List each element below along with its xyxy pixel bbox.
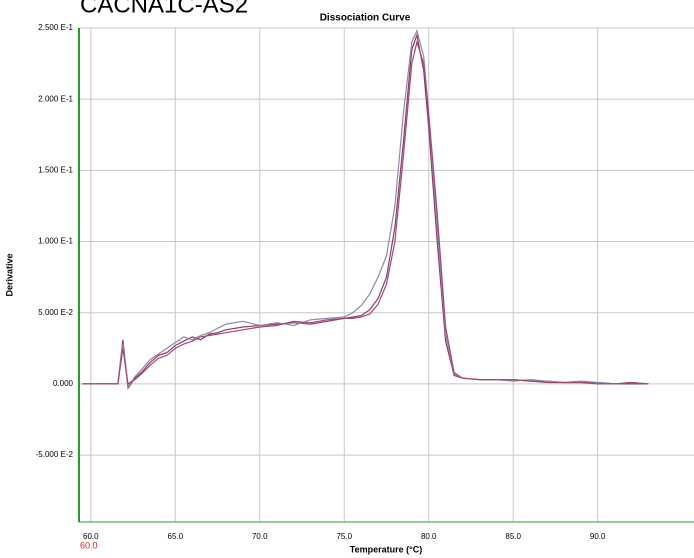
curve xyxy=(82,39,649,385)
y-tick-label: 1.000 E-1 xyxy=(38,237,73,246)
x-tick-label: 85.0 xyxy=(505,532,521,541)
curve xyxy=(82,29,649,389)
x-tick-label: 60.0 xyxy=(83,532,99,541)
y-tick-label: 5.000 E-2 xyxy=(38,308,73,317)
y-tick-label: 0.000 xyxy=(53,379,74,388)
heading: CACNA1C-AS2 xyxy=(80,0,248,18)
y-tick-label: 2.500 E-1 xyxy=(38,23,73,32)
y-tick-label: 2.000 E-1 xyxy=(38,94,73,103)
x-tick-label: 70.0 xyxy=(252,532,268,541)
x-tick-label: 90.0 xyxy=(590,532,606,541)
x-tick-label: 80.0 xyxy=(421,532,437,541)
y-tick-label: -5.000 E-2 xyxy=(36,450,74,459)
x-tick-label: 65.0 xyxy=(168,532,184,541)
chart-title: Dissociation Curve xyxy=(320,13,411,24)
y-axis-label: Derivative xyxy=(4,253,14,296)
start-annotation: 60.0 xyxy=(80,540,98,550)
y-tick-label: 1.500 E-1 xyxy=(38,165,73,174)
x-axis-label: Temperature (°C) xyxy=(350,544,422,554)
x-tick-label: 75.0 xyxy=(336,532,352,541)
